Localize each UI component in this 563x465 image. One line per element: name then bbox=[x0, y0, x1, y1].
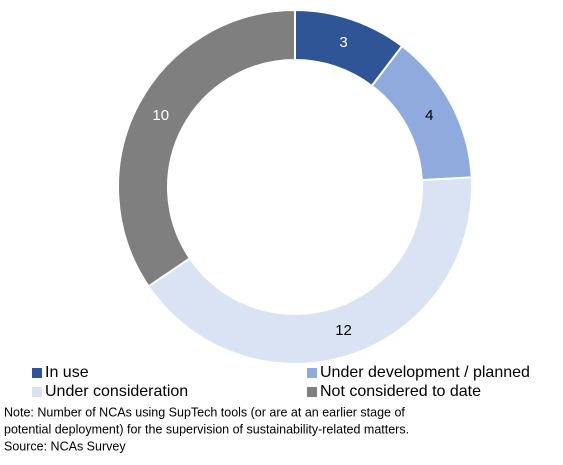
legend-label: Under development / planned bbox=[320, 364, 530, 381]
note-line: potential deployment) for the supervisio… bbox=[4, 422, 409, 436]
data-label: 12 bbox=[335, 322, 352, 339]
data-label: 10 bbox=[152, 107, 169, 124]
source: Source: NCAs Survey bbox=[4, 439, 126, 453]
legend-label: In use bbox=[45, 364, 89, 381]
legend-swatch bbox=[307, 368, 317, 378]
donut-slice bbox=[117, 8, 296, 288]
data-label: 3 bbox=[339, 34, 347, 51]
donut-slice bbox=[370, 44, 473, 182]
legend-label: Not considered to date bbox=[320, 383, 481, 400]
data-label: 4 bbox=[425, 107, 433, 124]
legend-swatch bbox=[32, 368, 42, 378]
legend-label: Under consideration bbox=[45, 383, 188, 400]
donut-slice bbox=[147, 176, 473, 365]
legend-swatch bbox=[32, 387, 42, 397]
legend-swatch bbox=[307, 387, 317, 397]
note-line: Note: Number of NCAs using SupTech tools… bbox=[4, 405, 405, 419]
